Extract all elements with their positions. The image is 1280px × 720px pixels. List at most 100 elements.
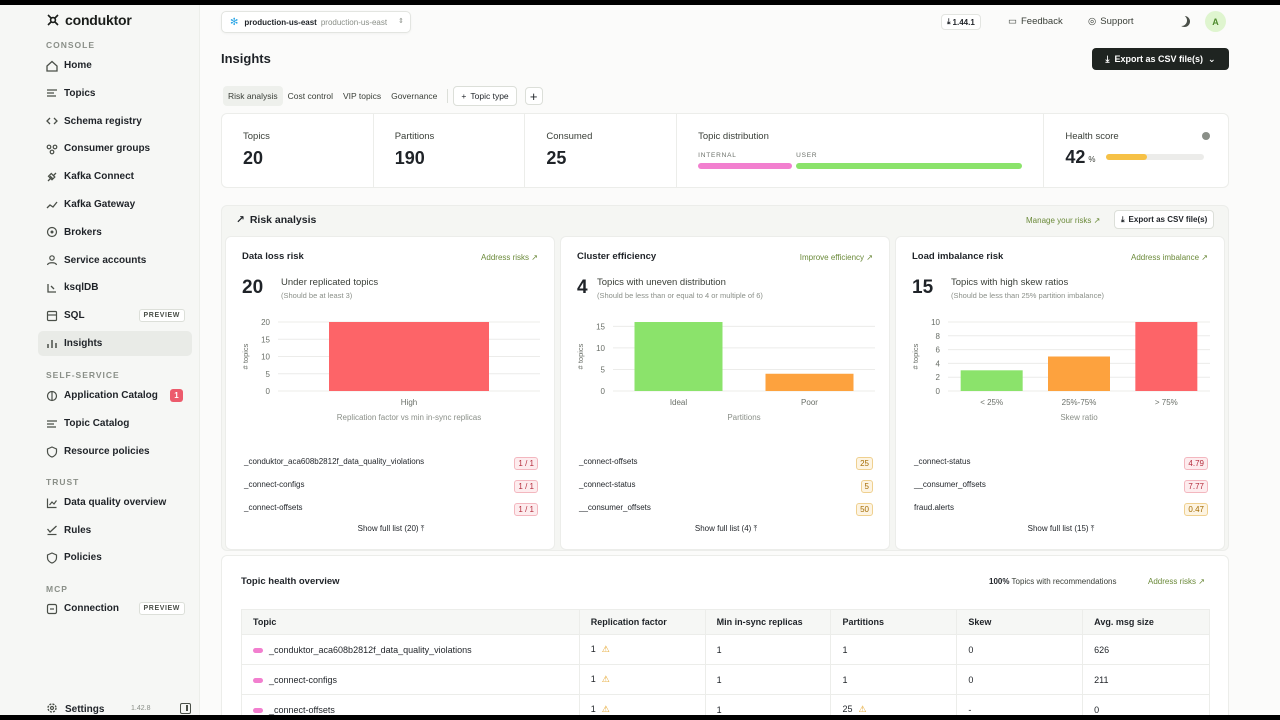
add-filter-button[interactable]: +	[524, 87, 543, 105]
show-full-list-link[interactable]: Show full list (15) ⤒	[1027, 524, 1095, 533]
risk-topic-name: __consumer_offsets	[579, 503, 651, 512]
settings-link[interactable]: Settings	[46, 702, 104, 717]
table-row[interactable]: _connect-configs 1 ⚠ 1 1 0 211	[241, 664, 1210, 695]
column-header[interactable]: Replication factor	[578, 609, 706, 635]
topic-type-filter[interactable]: + Topic type	[453, 86, 517, 106]
tab-risk-analysis[interactable]: Risk analysis	[223, 86, 283, 106]
conduktor-logo-icon	[47, 14, 59, 26]
policies-icon	[46, 551, 58, 564]
message-icon: ▭	[1008, 16, 1017, 27]
sidebar-item-schema-registry[interactable]: Schema registry	[38, 109, 192, 134]
feedback-link[interactable]: ▭ Feedback	[1008, 16, 1063, 27]
risk-bar-chart: 0 5 10 15 # topics Ideal Poor Partitions	[576, 322, 875, 422]
column-header[interactable]: Partitions	[830, 609, 958, 635]
overview-title: Topic health overview	[241, 576, 340, 587]
sidebar-item-kafka-connect[interactable]: Kafka Connect	[38, 164, 192, 189]
distribution-bar	[698, 163, 1043, 169]
risk-topic-name: _connect-status	[914, 457, 971, 466]
insight-tabs: Risk analysis Cost control VIP topics Go…	[223, 86, 543, 106]
tab-governance[interactable]: Governance	[391, 91, 438, 101]
external-link-icon: ↗	[1198, 577, 1205, 586]
sidebar-item-sql[interactable]: SQL PREVIEW	[38, 303, 192, 328]
card-description: Topics with uneven distribution	[597, 277, 726, 288]
y-tick-label: 0	[601, 387, 606, 396]
risk-analysis-section: ↗ Risk analysis Manage your risks ↗ ⤓ Ex…	[221, 205, 1229, 551]
sidebar-item-label: Schema registry	[64, 115, 142, 127]
sidebar-section-label: CONSOLE	[46, 40, 96, 50]
card-action-link[interactable]: Address risks ↗	[481, 253, 538, 262]
risk-topic-row[interactable]: fraud.alerts 0.47	[914, 503, 1208, 517]
sidebar-item-topics[interactable]: Topics	[38, 81, 192, 106]
tab-cost-control[interactable]: Cost control	[287, 91, 333, 101]
tab-vip-topics[interactable]: VIP topics	[342, 91, 382, 101]
y-tick-label: 4	[936, 359, 941, 368]
risk-card-load-imbalance-risk: Load imbalance risk Address imbalance ↗ 15…	[895, 236, 1225, 550]
update-version-badge[interactable]: ⤓ 1.44.1	[941, 14, 981, 30]
brand-logo[interactable]: conduktor	[46, 12, 132, 28]
sidebar-item-application-catalog[interactable]: Application Catalog 1	[38, 383, 192, 408]
sidebar-item-topic-catalog[interactable]: Topic Catalog	[38, 411, 192, 436]
risk-topic-row[interactable]: _connect-offsets 1 / 1	[244, 503, 538, 517]
internal-bar	[698, 163, 793, 169]
health-score-unit: %	[1088, 155, 1096, 164]
screen-frame-bottom	[0, 715, 1280, 720]
sidebar-item-resource-policies[interactable]: Resource policies	[38, 439, 192, 464]
sidebar-item-service-accounts[interactable]: Service accounts	[38, 248, 192, 273]
manage-risks-link[interactable]: Manage your risks ↗	[1026, 216, 1101, 225]
tab-divider	[447, 89, 449, 103]
sidebar-item-consumer-groups[interactable]: Consumer groups	[38, 136, 192, 161]
info-icon[interactable]	[1201, 132, 1210, 140]
external-link-icon: ↗	[1201, 253, 1208, 262]
column-header[interactable]: Avg. msg size	[1082, 609, 1210, 635]
moon-icon[interactable]	[1179, 16, 1190, 27]
show-full-list-link[interactable]: Show full list (4) ⤒	[694, 524, 758, 533]
topic-type-indicator	[253, 647, 263, 653]
column-header[interactable]: Min in-sync replicas	[704, 609, 832, 635]
sidebar-item-label: Policies	[64, 552, 102, 563]
support-link[interactable]: ◎ Support	[1088, 16, 1134, 27]
collapse-sidebar-icon[interactable]	[180, 703, 191, 714]
y-tick-label: 10	[261, 353, 270, 362]
risk-topic-row[interactable]: _connect-offsets 25	[579, 457, 873, 471]
brokers-icon	[46, 226, 58, 238]
stat-label: Health score	[1065, 131, 1119, 142]
risk-topic-row[interactable]: _connect-status 4.79	[914, 457, 1208, 471]
table-row[interactable]: _conduktor_aca608b2812f_data_quality_vio…	[241, 634, 1210, 665]
kafka-cluster-icon: ✻	[230, 16, 239, 28]
risk-export-csv-button[interactable]: ⤓ Export as CSV file(s)	[1114, 210, 1215, 229]
risk-topic-row[interactable]: _connect-configs 1 / 1	[244, 480, 538, 494]
sidebar-item-ksqldb[interactable]: ksqlDB	[38, 275, 192, 300]
sidebar-item-home[interactable]: Home	[38, 53, 192, 78]
sidebar-item-insights[interactable]: Insights	[38, 331, 192, 356]
risk-topic-row[interactable]: __consumer_offsets 50	[579, 503, 873, 517]
sidebar-item-label: Insights	[64, 338, 103, 349]
column-header[interactable]: Topic	[241, 609, 580, 635]
overview-address-risks-link[interactable]: Address risks ↗	[1148, 577, 1205, 586]
column-header[interactable]: Skew	[956, 609, 1084, 635]
sidebar-item-data-quality-overview[interactable]: Data quality overview	[38, 490, 192, 515]
share-icon: ⤒	[753, 524, 758, 533]
export-csv-button[interactable]: ⤓ Export as CSV file(s) ⌄	[1092, 48, 1229, 70]
card-action-link[interactable]: Improve efficiency ↗	[799, 253, 873, 262]
distribution-legend: INTERNAL USER	[698, 152, 1043, 159]
environment-selector[interactable]: ✻ production-us-east production-us-east …	[221, 11, 411, 33]
sidebar-item-brokers[interactable]: Brokers	[38, 220, 192, 245]
share-icon: ⤒	[420, 524, 425, 533]
environment-subtitle: production-us-east	[320, 17, 388, 27]
sidebar-item-rules[interactable]: Rules	[38, 518, 192, 543]
show-full-list-link[interactable]: Show full list (20) ⤒	[357, 524, 425, 533]
sidebar-item-label: ksqlDB	[64, 282, 99, 294]
risk-export-label: Export as CSV file(s)	[1128, 215, 1208, 224]
topics-icon	[46, 87, 58, 99]
sidebar-item-policies[interactable]: Policies	[38, 545, 192, 570]
user-avatar[interactable]: A	[1205, 11, 1226, 32]
risk-analysis-title: ↗ Risk analysis	[236, 214, 316, 226]
sidebar-item-connection[interactable]: Connection PREVIEW	[38, 596, 192, 621]
risk-topic-row[interactable]: _conduktor_aca608b2812f_data_quality_vio…	[244, 457, 538, 471]
card-action-link[interactable]: Address imbalance ↗	[1131, 253, 1208, 262]
risk-topic-row[interactable]: __consumer_offsets 7.77	[914, 480, 1208, 494]
risk-topic-row[interactable]: _connect-status 5	[579, 480, 873, 494]
app-version: 1.42.8	[131, 705, 151, 712]
sidebar-item-kafka-gateway[interactable]: Kafka Gateway	[38, 192, 192, 217]
stat-partitions: Partitions 190	[374, 114, 526, 187]
